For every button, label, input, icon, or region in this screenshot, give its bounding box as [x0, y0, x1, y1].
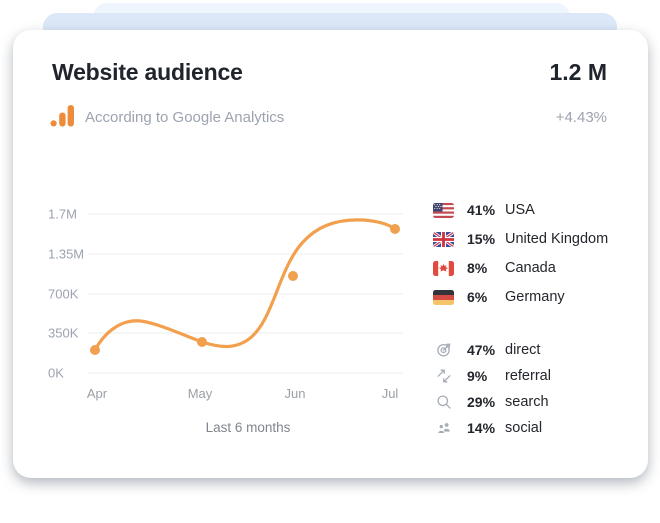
data-source-label: According to Google Analytics [85, 109, 285, 126]
source-percent: 14% [467, 419, 496, 436]
y-tick-label: 0K [48, 366, 64, 381]
data-point-apr [90, 345, 100, 355]
source-label: search [505, 393, 549, 410]
data-point-jul [390, 224, 400, 234]
x-tick-label: Jul [382, 386, 399, 401]
country-label: United Kingdom [505, 231, 609, 247]
countries-list: 41% USA 15% United Kingdom [433, 202, 633, 305]
x-tick-label: May [188, 386, 213, 401]
google-analytics-icon [50, 104, 76, 128]
source-row-search: 29% search [433, 393, 633, 410]
y-tick-label: 1.35M [48, 247, 84, 262]
y-tick-label: 1.7M [48, 207, 77, 222]
referral-arrows-icon [433, 368, 454, 384]
country-label: Canada [505, 260, 556, 276]
y-tick-label: 700K [48, 287, 79, 302]
growth-percentage: +4.43% [555, 109, 607, 126]
usa-flag-icon [433, 202, 454, 218]
source-label: direct [505, 341, 541, 358]
source-label: social [505, 419, 543, 436]
country-label: USA [505, 202, 535, 218]
country-label: Germany [505, 289, 565, 305]
page-title: Website audience [52, 59, 243, 85]
x-tick-label: Jun [285, 386, 306, 401]
country-row-canada: 8% Canada [433, 260, 633, 276]
audience-line-chart: 1.7M 1.35M 700K 350K 0K Apr May Jun Jul … [38, 200, 418, 440]
source-row-referral: 9% referral [433, 367, 633, 384]
source-percent: 29% [467, 393, 496, 410]
data-point-may [197, 337, 207, 347]
trend-line [93, 218, 397, 352]
website-audience-card: Website audience 1.2 M According to Goog… [13, 30, 648, 478]
people-icon [433, 420, 454, 436]
country-percent: 8% [467, 260, 488, 276]
x-tick-label: Apr [87, 386, 108, 401]
source-percent: 47% [467, 341, 496, 358]
data-point-jun [288, 271, 298, 281]
germany-flag-icon [433, 289, 454, 305]
audience-total-value: 1.2 M [549, 59, 607, 85]
target-icon [433, 342, 454, 358]
uk-flag-icon [433, 231, 454, 247]
data-point-dots [90, 224, 400, 355]
country-row-germany: 6% Germany [433, 289, 633, 305]
audience-breakdown-panel: 41% USA 15% United Kingdom [433, 202, 633, 445]
country-row-uk: 15% United Kingdom [433, 231, 633, 247]
traffic-sources-list: 47% direct 9% referral [433, 341, 633, 436]
country-row-usa: 41% USA [433, 202, 633, 218]
canada-flag-icon [433, 260, 454, 276]
country-percent: 6% [467, 289, 488, 305]
source-percent: 9% [467, 367, 488, 384]
source-row-social: 14% social [433, 419, 633, 436]
country-percent: 15% [467, 231, 496, 247]
y-tick-label: 350K [48, 326, 79, 341]
country-percent: 41% [467, 202, 496, 218]
source-label: referral [505, 367, 551, 384]
source-row-direct: 47% direct [433, 341, 633, 358]
search-icon [433, 394, 454, 410]
chart-caption: Last 6 months [206, 420, 291, 435]
chart-gridlines [88, 213, 403, 374]
